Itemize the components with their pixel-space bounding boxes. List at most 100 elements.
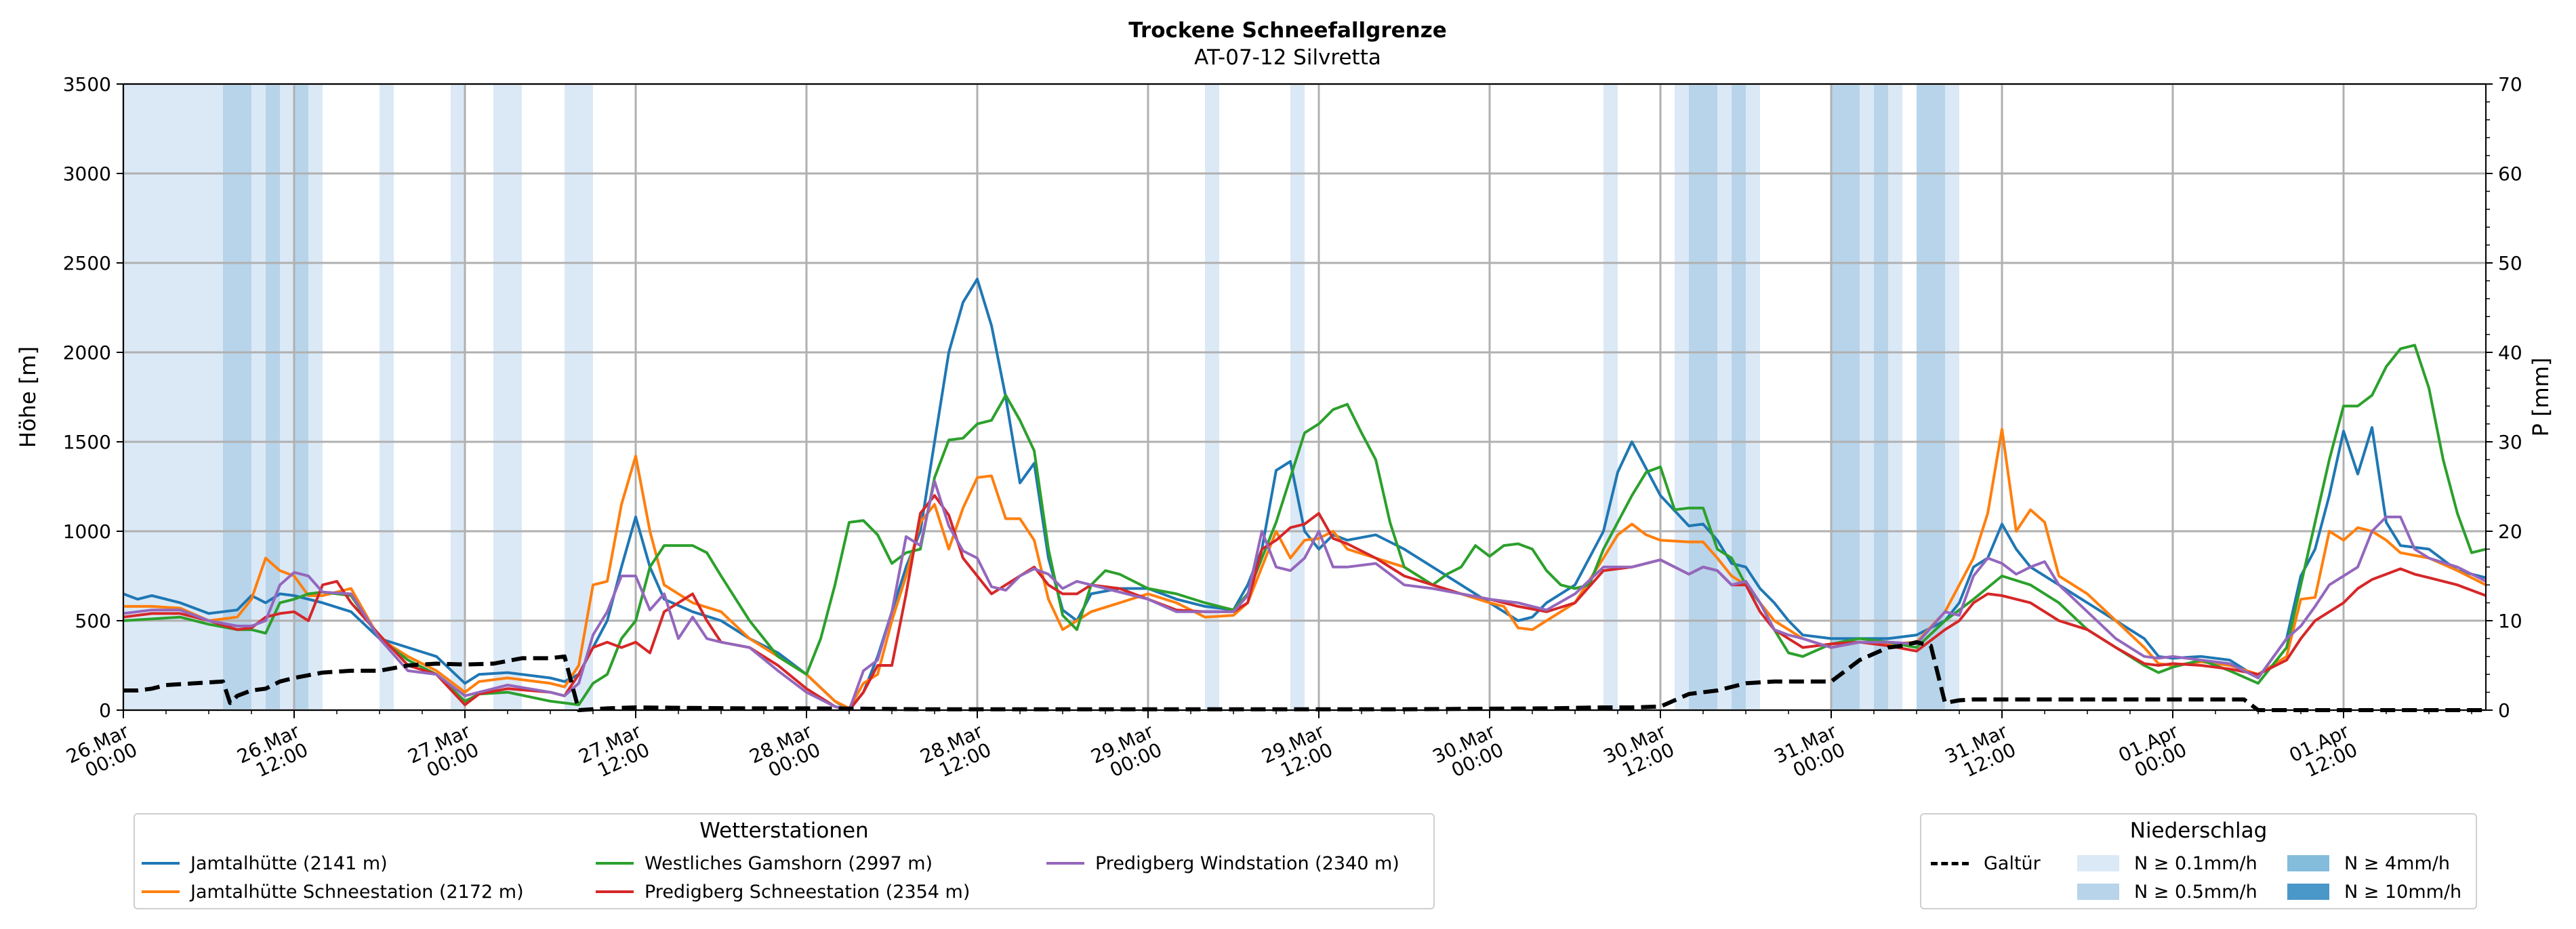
precip-band (266, 84, 280, 710)
precip-band (1860, 84, 1874, 710)
y-tick-label: 2500 (63, 252, 111, 274)
legend-label: N ≥ 0.1mm/h (2134, 852, 2257, 874)
precip-band (1603, 84, 1618, 710)
plot-frame (123, 83, 2487, 711)
legend-entry: Westliches Gamshorn (2997 m) (596, 852, 933, 875)
legend-stations-title: Wetterstationen (699, 819, 869, 843)
x-tick-label: 26.Mar00:00 (63, 720, 141, 786)
series-lines (123, 277, 2487, 712)
precip-band (1675, 84, 1689, 710)
legend-swatch (2287, 884, 2329, 900)
precip-band (1945, 84, 1959, 710)
legend-label: Predigberg Schneestation (2354 m) (645, 881, 970, 903)
y-tick-label: 500 (75, 610, 111, 632)
x-tick-label: 01.Apr12:00 (2286, 720, 2361, 785)
series-line (123, 480, 2487, 711)
y-axis-label: Höhe [m] (15, 346, 41, 448)
precip-band (1917, 84, 1945, 710)
precip-band (251, 84, 266, 710)
legend-entry: Predigberg Windstation (2340 m) (1046, 852, 1399, 875)
legend-swatch (142, 890, 180, 893)
y-tick-label: 3500 (63, 73, 111, 96)
precip-bands (123, 84, 1959, 710)
x-tick-label: 31.Mar12:00 (1942, 720, 2020, 786)
legend-entry: Jamtalhütte (2141 m) (142, 852, 388, 875)
legend-swatch-dashed (1931, 861, 1969, 865)
legend-swatch (142, 862, 180, 865)
precip-band (308, 84, 323, 710)
legend-label: Jamtalhütte (2141 m) (190, 852, 388, 874)
series-line (123, 428, 2487, 710)
y2-tick-label: 60 (2498, 163, 2522, 185)
x-tick-label: 26.Mar12:00 (234, 720, 312, 786)
x-tick-label: 01.Apr00:00 (2115, 720, 2190, 785)
y2-tick-label: 0 (2498, 699, 2510, 722)
legend-swatch (596, 862, 634, 865)
legend-label: N ≥ 4mm/h (2344, 852, 2450, 874)
x-tick-label: 28.Mar00:00 (746, 720, 824, 786)
precip-band (1689, 84, 1717, 710)
legend-entry: N ≥ 0.5mm/h (2077, 880, 2257, 903)
x-tick-label: 28.Mar12:00 (917, 720, 995, 786)
legend-stations: Wetterstationen Jamtalhütte (2141 m) Jam… (134, 813, 1435, 909)
y-tick-label: 0 (99, 699, 111, 722)
legend-label: Predigberg Windstation (2340 m) (1095, 852, 1399, 874)
y-tick-label: 1000 (63, 520, 111, 543)
y-tick-label: 1500 (63, 431, 111, 453)
precip-band (280, 84, 294, 710)
legend-label: N ≥ 10mm/h (2344, 881, 2462, 903)
precip-band (1732, 84, 1746, 710)
x-tick-label: 27.Mar00:00 (405, 720, 483, 786)
precip-band (1290, 84, 1305, 710)
legend-entry: N ≥ 4mm/h (2287, 852, 2450, 875)
y2-tick-label: 40 (2498, 342, 2522, 364)
y-tick-label: 3000 (63, 163, 111, 185)
legend-entry: Predigberg Schneestation (2354 m) (596, 880, 970, 903)
legend-entry: Jamtalhütte Schneestation (2172 m) (142, 880, 524, 903)
y-axis-right: 0 10 20 30 40 50 60 70 (2486, 73, 2522, 722)
precip-band (1874, 84, 1888, 710)
legend-swatch (1046, 862, 1084, 865)
legend-entry: N ≥ 10mm/h (2287, 880, 2461, 903)
series-line (123, 277, 2487, 711)
x-tick-label: 30.Mar12:00 (1600, 720, 1678, 786)
legend-precip-title: Niederschlag (2129, 819, 2268, 843)
legend-label: N ≥ 0.5mm/h (2134, 881, 2257, 903)
y2-tick-label: 50 (2498, 252, 2522, 274)
x-axis: 26.Mar00:00 26.Mar12:00 27.Mar00:00 27.Mar1… (63, 710, 2472, 786)
legend-precip: Niederschlag Galtür N ≥ 0.1mm/h N ≥ 0.5m… (1920, 813, 2477, 909)
series-line (123, 640, 2486, 712)
precip-band (1205, 84, 1219, 710)
y2-axis-label: P [mm] (2528, 358, 2554, 437)
y-axis-left: 0 500 1000 1500 2000 2500 3000 3500 (63, 73, 123, 722)
legend-swatch (596, 890, 634, 893)
y2-tick-label: 20 (2498, 520, 2522, 543)
x-tick-label: 31.Mar00:00 (1771, 720, 1849, 786)
legend-swatch (2287, 855, 2329, 871)
y2-tick-label: 10 (2498, 610, 2522, 632)
y2-tick-label: 70 (2498, 73, 2522, 96)
legend-swatch (2077, 884, 2119, 900)
x-tick-label: 29.Mar00:00 (1088, 720, 1166, 786)
precip-band (451, 84, 465, 710)
precip-band (1717, 84, 1732, 710)
precip-band (493, 84, 522, 710)
precip-band (1746, 84, 1760, 710)
legend-label: Westliches Gamshorn (2997 m) (645, 852, 933, 874)
precip-band (294, 84, 308, 710)
precip-band (1831, 84, 1860, 710)
chart-subtitle: AT-07-12 Silvretta (1194, 45, 1381, 70)
chart-title: Trockene Schneefallgrenze (1128, 18, 1447, 43)
x-tick-label: 27.Mar12:00 (575, 720, 653, 786)
y-tick-label: 2000 (63, 342, 111, 364)
legend-label: Jamtalhütte Schneestation (2172 m) (190, 881, 524, 903)
y2-tick-label: 30 (2498, 431, 2522, 453)
x-tick-label: 29.Mar12:00 (1259, 720, 1336, 786)
x-tick-label: 30.Mar00:00 (1429, 720, 1507, 786)
legend-swatch (2077, 855, 2119, 871)
legend-entry: N ≥ 0.1mm/h (2077, 852, 2257, 875)
precip-band (1888, 84, 1902, 710)
precip-band (380, 84, 394, 710)
legend-entry-galtur: Galtür (1931, 852, 2041, 875)
